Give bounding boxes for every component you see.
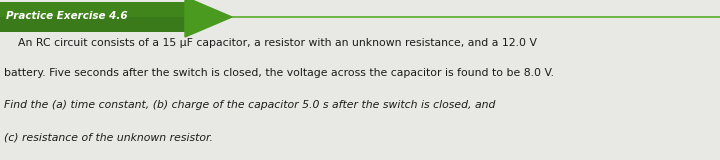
Text: Practice Exercise 4.6: Practice Exercise 4.6	[6, 11, 127, 21]
Text: (c) resistance of the unknown resistor.: (c) resistance of the unknown resistor.	[4, 132, 213, 142]
Bar	[0, 2, 185, 17]
Polygon shape	[185, 0, 232, 37]
Text: Find the (a) time constant, (b) charge of the capacitor 5.0 s after the switch i: Find the (a) time constant, (b) charge o…	[4, 100, 495, 110]
Text: battery. Five seconds after the switch is closed, the voltage across the capacit: battery. Five seconds after the switch i…	[4, 68, 554, 78]
Bar	[0, 2, 185, 32]
Text: An RC circuit consists of a 15 μF capacitor, a resistor with an unknown resistan: An RC circuit consists of a 15 μF capaci…	[4, 38, 537, 48]
